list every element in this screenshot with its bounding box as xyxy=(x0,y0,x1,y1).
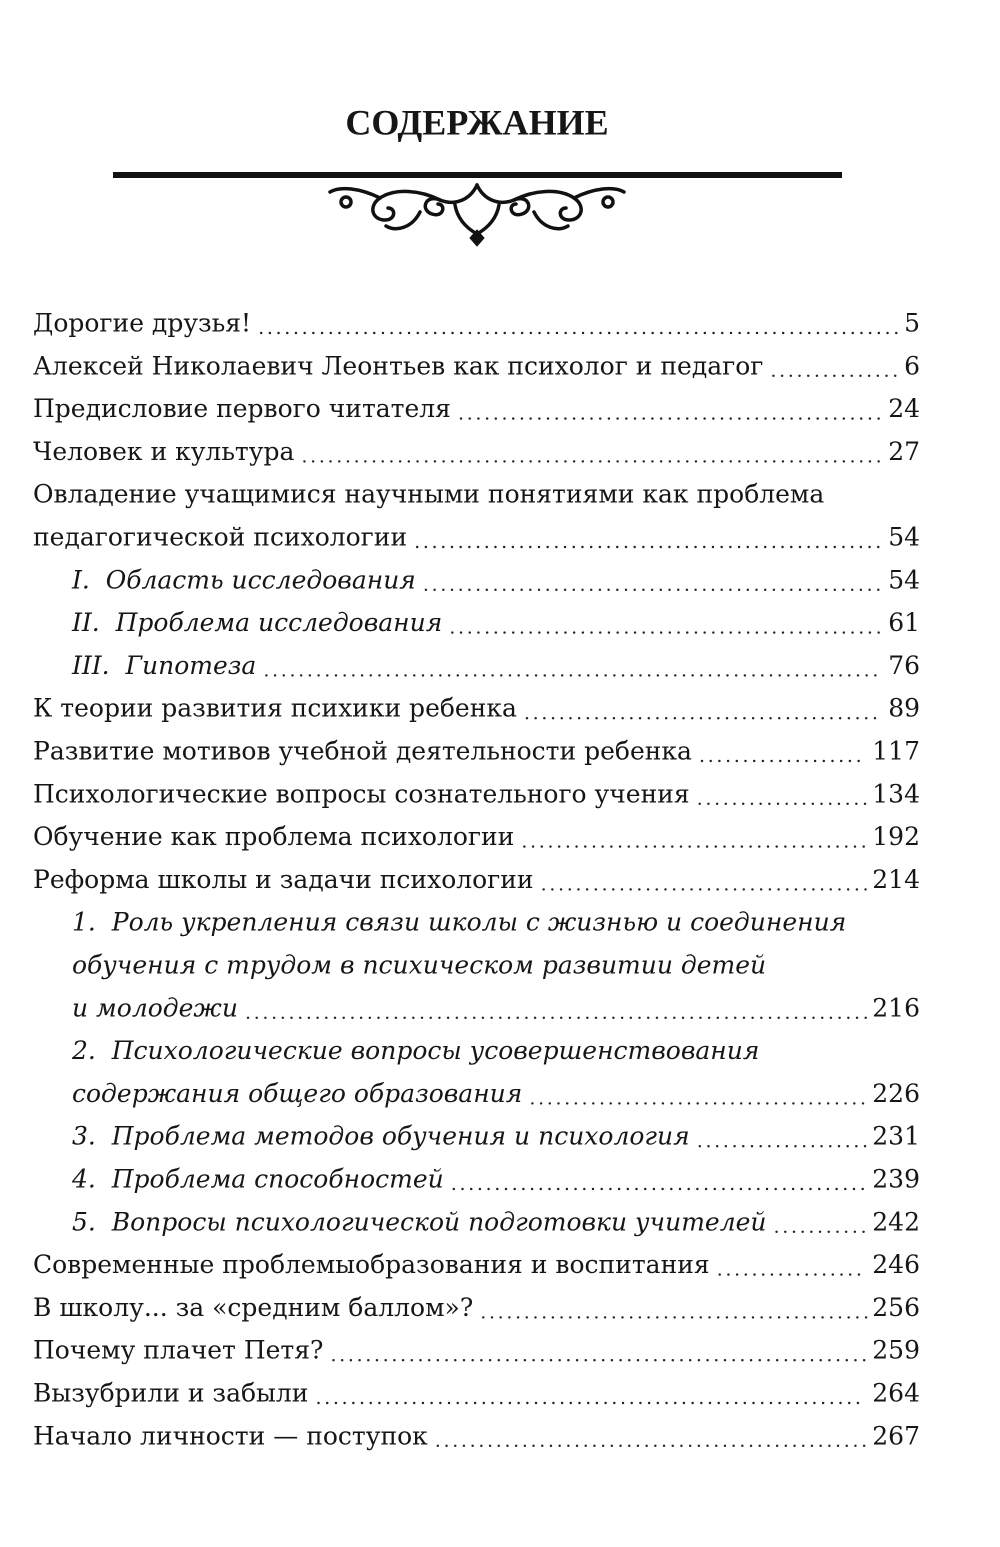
toc-entry: Реформа школы и задачи психологии xyxy=(33,865,534,894)
page-number: 267 xyxy=(872,1421,920,1450)
toc-entry: В школу... за «средним баллом»? xyxy=(33,1293,473,1322)
page-number: 231 xyxy=(872,1122,920,1151)
toc-entry: педагогической психологии xyxy=(33,523,407,552)
toc-entry: Овладение учащимися научными понятиями к… xyxy=(33,480,824,509)
toc-subentry: 1. Роль укрепления связи школы с жизнью … xyxy=(72,908,846,937)
toc-subentry: II. Проблема исследования xyxy=(71,608,442,637)
title-rule xyxy=(113,172,842,178)
toc-subentry: 5. Вопросы психологической подготовки уч… xyxy=(72,1207,767,1236)
page-number: 216 xyxy=(872,993,920,1022)
page-number: 246 xyxy=(872,1250,920,1279)
toc-subentry: 2. Психологические вопросы усовершенство… xyxy=(71,1036,759,1065)
toc-entry: Начало личности — поступок xyxy=(33,1421,428,1450)
page-title: СОДЕРЖАНИЕ xyxy=(345,102,608,142)
toc-subentry: III. Гипотеза xyxy=(71,651,256,680)
page-number: 24 xyxy=(888,394,920,423)
toc-entry: Предисловие первого читателя xyxy=(33,394,451,423)
toc-subentry: 4. Проблема способностей xyxy=(71,1165,444,1194)
toc-entry: Современные проблемыобразования и воспит… xyxy=(33,1250,710,1279)
toc-subentry: содержания общего образования xyxy=(72,1079,522,1108)
page-number: 226 xyxy=(872,1079,920,1108)
page-number: 117 xyxy=(872,737,920,766)
toc-subentry: и молодежи xyxy=(72,993,238,1022)
toc-subentry: обучения с трудом в психическом развитии… xyxy=(72,951,766,980)
page-number: 76 xyxy=(888,651,920,680)
toc-entry: К теории развития психики ребенка xyxy=(33,694,517,723)
toc-entry: Почему плачет Петя? xyxy=(33,1336,323,1365)
toc-subentry: I. Область исследования xyxy=(71,565,416,594)
page-number: 5 xyxy=(904,309,920,338)
toc-entry: Алексей Николаевич Леонтьев как психолог… xyxy=(33,351,763,380)
page-number: 192 xyxy=(872,822,920,851)
toc-subentry: 3. Проблема методов обучения и психологи… xyxy=(72,1122,690,1151)
ornament xyxy=(328,183,626,247)
page-number: 61 xyxy=(888,608,920,637)
toc-entry: Психологические вопросы сознательного уч… xyxy=(33,779,690,808)
page-number: 259 xyxy=(872,1336,920,1365)
page-number: 54 xyxy=(888,523,920,552)
page-number: 27 xyxy=(888,437,920,466)
toc-entry: Развитие мотивов учебной деятельности ре… xyxy=(33,737,692,766)
page-number: 242 xyxy=(872,1207,920,1236)
page-number: 239 xyxy=(872,1165,920,1194)
page-number: 264 xyxy=(872,1379,920,1408)
page-number: 89 xyxy=(888,694,920,723)
toc: Дорогие друзья! 5 Алексей Николаевич Леонт… xyxy=(33,309,920,1451)
toc-entry: Человек и культура xyxy=(33,437,294,466)
page-number: 134 xyxy=(872,779,920,808)
page-number: 256 xyxy=(872,1293,920,1322)
toc-entry: Обучение как проблема психологии xyxy=(33,822,514,851)
page-number: 54 xyxy=(888,565,920,594)
toc-entry: Вызубрили и забыли xyxy=(33,1379,308,1408)
page-number: 214 xyxy=(872,865,920,894)
toc-entry: Дорогие друзья! xyxy=(33,309,251,338)
page-number: 6 xyxy=(904,351,920,380)
